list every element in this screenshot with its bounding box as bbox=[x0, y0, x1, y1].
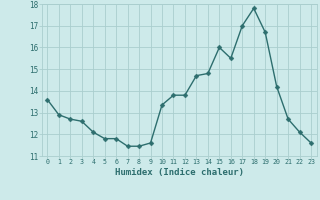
X-axis label: Humidex (Indice chaleur): Humidex (Indice chaleur) bbox=[115, 168, 244, 177]
